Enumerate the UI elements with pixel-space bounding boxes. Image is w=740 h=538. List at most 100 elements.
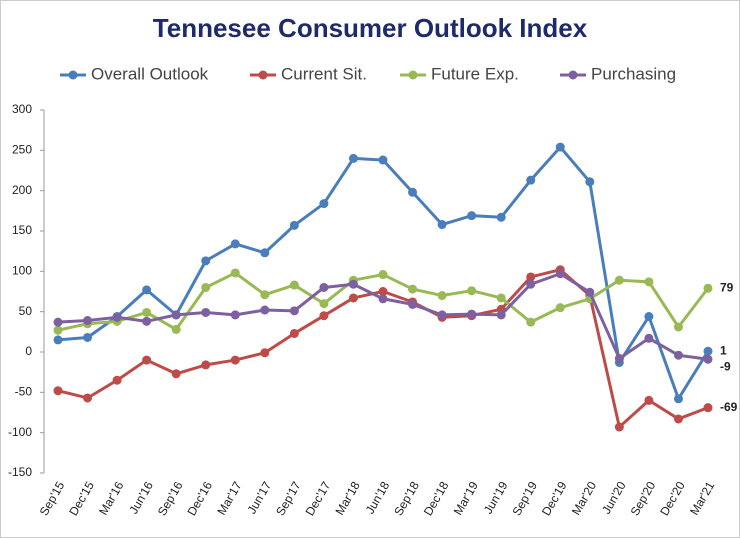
data-point xyxy=(555,303,565,313)
legend-marker xyxy=(568,70,578,80)
data-point xyxy=(673,322,683,332)
data-point xyxy=(289,328,299,338)
data-point xyxy=(614,353,624,363)
data-point xyxy=(319,282,329,292)
data-point xyxy=(467,309,477,319)
data-point xyxy=(201,307,211,317)
data-point xyxy=(289,220,299,230)
data-point xyxy=(201,360,211,370)
data-point xyxy=(408,284,418,294)
data-point xyxy=(673,414,683,424)
data-point xyxy=(673,394,683,404)
data-point xyxy=(230,310,240,320)
data-point xyxy=(644,333,654,343)
data-point xyxy=(171,310,181,320)
data-point xyxy=(112,312,122,322)
y-tick-label: 100 xyxy=(12,264,32,278)
data-point xyxy=(555,142,565,152)
data-point xyxy=(644,312,654,322)
legend-label: Current Sit. xyxy=(281,64,367,83)
data-label: -9 xyxy=(720,359,731,373)
data-point xyxy=(614,422,624,432)
data-point xyxy=(289,280,299,290)
data-point xyxy=(467,211,477,221)
data-point xyxy=(83,332,93,342)
data-point xyxy=(703,403,713,413)
data-point xyxy=(53,335,63,345)
data-point xyxy=(585,287,595,297)
data-point xyxy=(437,220,447,230)
data-point xyxy=(201,282,211,292)
y-tick-label: -50 xyxy=(15,385,33,399)
data-point xyxy=(142,316,152,326)
data-point xyxy=(408,299,418,309)
data-point xyxy=(83,316,93,326)
data-point xyxy=(142,355,152,365)
y-tick-label: 150 xyxy=(12,223,32,237)
legend-marker xyxy=(408,70,418,80)
data-point xyxy=(526,272,536,282)
data-point xyxy=(496,212,506,222)
data-point xyxy=(644,395,654,405)
legend-marker xyxy=(68,70,78,80)
data-point xyxy=(496,310,506,320)
data-point xyxy=(230,268,240,278)
data-point xyxy=(171,369,181,379)
data-point xyxy=(614,275,624,285)
data-point xyxy=(644,277,654,287)
data-point xyxy=(526,175,536,185)
data-point xyxy=(53,317,63,327)
data-point xyxy=(319,299,329,309)
y-tick-label: 250 xyxy=(12,143,32,157)
data-point xyxy=(112,375,122,385)
data-point xyxy=(260,305,270,315)
data-point xyxy=(230,355,240,365)
data-point xyxy=(703,283,713,293)
data-point xyxy=(437,291,447,301)
legend-label: Overall Outlook xyxy=(91,64,209,83)
data-point xyxy=(319,311,329,321)
data-point xyxy=(437,310,447,320)
data-point xyxy=(142,285,152,295)
data-point xyxy=(319,199,329,209)
data-point xyxy=(378,287,388,296)
y-tick-label: 50 xyxy=(19,304,33,318)
data-point xyxy=(378,155,388,165)
data-point xyxy=(83,393,93,403)
data-point xyxy=(201,256,211,266)
data-point xyxy=(142,307,152,317)
data-point xyxy=(230,239,240,249)
data-point xyxy=(348,153,358,163)
data-point xyxy=(408,187,418,197)
data-point xyxy=(171,324,181,334)
data-point xyxy=(585,177,595,187)
y-tick-label: 200 xyxy=(12,183,32,197)
data-point xyxy=(378,270,388,280)
data-point xyxy=(703,346,713,356)
data-point xyxy=(378,294,388,304)
data-point xyxy=(496,293,506,303)
legend-label: Future Exp. xyxy=(431,64,519,83)
data-point xyxy=(289,306,299,316)
legend-marker xyxy=(258,70,268,80)
data-point xyxy=(348,293,358,303)
data-label: 79 xyxy=(720,280,734,294)
data-point xyxy=(53,325,63,335)
data-point xyxy=(673,350,683,360)
data-point xyxy=(348,279,358,289)
data-label: 1 xyxy=(720,343,727,357)
data-point xyxy=(260,248,270,258)
data-point xyxy=(260,290,270,300)
chart-title: Tennesee Consumer Outlook Index xyxy=(153,13,588,43)
y-tick-label: -100 xyxy=(8,425,32,439)
data-point xyxy=(526,317,536,327)
data-point xyxy=(53,386,63,396)
data-label: -69 xyxy=(720,400,738,414)
legend-label: Purchasing xyxy=(591,64,676,83)
data-point xyxy=(703,354,713,364)
y-tick-label: 300 xyxy=(12,102,32,116)
data-point xyxy=(467,286,477,296)
data-point xyxy=(555,269,565,279)
